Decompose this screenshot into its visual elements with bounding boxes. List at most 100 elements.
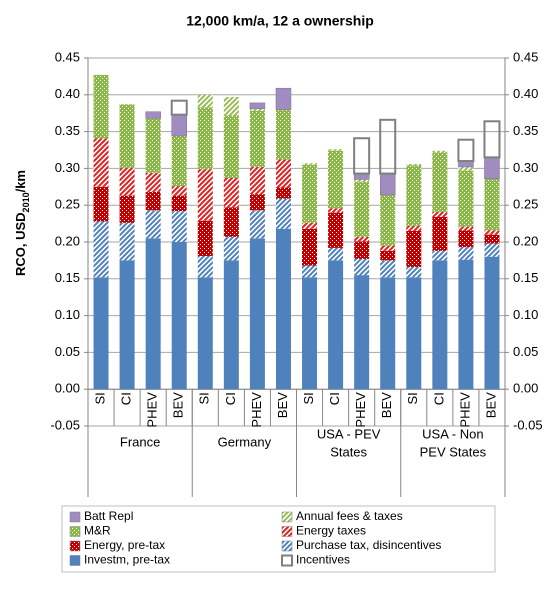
legend-swatch <box>281 554 293 567</box>
bar-segment <box>249 194 265 211</box>
y-tick-label: 0.15 <box>55 270 80 285</box>
bar-segment <box>223 260 239 390</box>
x-tick-label: CI <box>327 392 342 405</box>
bar-segment <box>354 181 370 237</box>
legend-swatch <box>281 540 293 552</box>
bar-segment <box>275 228 291 390</box>
bar-segment <box>223 177 239 208</box>
y-tick-label: 0.30 <box>55 160 80 175</box>
bar-segment <box>458 230 474 248</box>
bar-segment <box>328 247 344 261</box>
y2-tick-label: 0.45 <box>513 49 538 64</box>
bar-segment <box>275 87 292 110</box>
bar-segment <box>328 149 344 151</box>
bar-segment <box>275 109 291 160</box>
x-tick-label: PHEV <box>249 392 264 428</box>
y2-tick-label: 0.35 <box>513 123 538 138</box>
bar-segment <box>379 173 396 196</box>
bar-segment <box>484 230 500 235</box>
y-tick-label: 0.00 <box>55 381 80 396</box>
legend-swatch <box>281 526 293 537</box>
y2-tick-label: 0.30 <box>513 160 538 175</box>
bar-segment <box>119 167 135 196</box>
bar-segment <box>380 260 396 278</box>
bar-segment <box>145 191 161 211</box>
x-tick-label: BEV <box>379 392 394 418</box>
bar-segment <box>197 94 213 108</box>
bar-segment <box>197 220 213 256</box>
bar-segment <box>302 277 318 390</box>
y2-tick-label: 0.00 <box>513 381 538 396</box>
legend-swatch <box>69 511 81 523</box>
x-tick-label: BEV <box>275 392 290 418</box>
bar-segment <box>458 170 474 227</box>
bar-segment <box>171 186 187 196</box>
bar-segment <box>197 255 213 278</box>
y2-tick-label: 0.15 <box>513 270 538 285</box>
y-tick-label: 0.25 <box>55 197 80 212</box>
bar-segment <box>223 236 239 261</box>
y-tick-label: 0.10 <box>55 307 80 322</box>
bar-segment <box>119 104 135 168</box>
legend-label: Energy taxes <box>296 524 366 538</box>
bar-segment <box>354 179 370 182</box>
bar-segment <box>249 238 265 390</box>
group-label: Germany <box>218 434 272 449</box>
x-tick-label: CI <box>431 392 446 405</box>
bar-segment <box>483 120 501 159</box>
x-tick-label: CI <box>223 392 238 405</box>
bar-segment <box>171 136 187 187</box>
y-label-part: /km <box>13 170 28 192</box>
bar-segment <box>380 194 396 246</box>
bar-segment <box>197 107 213 170</box>
legend-label: Batt Repl <box>84 509 133 523</box>
bar-segment <box>249 166 265 195</box>
bar-segment <box>145 111 161 119</box>
y2-tick-label: 0.05 <box>513 344 538 359</box>
group-label: USA - PEV <box>317 426 381 441</box>
group-label: USA - Non <box>422 426 483 441</box>
bar-segment <box>145 118 161 173</box>
bar-segment <box>406 230 422 268</box>
bar-segment <box>406 267 422 278</box>
bar-segment <box>145 238 161 390</box>
bar-segment <box>171 211 187 242</box>
legend-swatch <box>69 540 81 552</box>
bar-segment <box>145 210 161 239</box>
legend-label: M&R <box>84 524 111 538</box>
bar-segment <box>223 207 239 237</box>
bar-segment <box>458 259 474 390</box>
bar-segment <box>380 245 396 251</box>
legend-box <box>61 505 496 573</box>
x-tick-label: CI <box>119 392 134 405</box>
legend-label: Purchase tax, disincentives <box>296 538 441 552</box>
x-tick-label: BEV <box>171 392 186 418</box>
bar-segment <box>249 210 265 239</box>
bar-segment <box>302 163 318 165</box>
y-tick-label: 0.40 <box>55 86 80 101</box>
x-tick-label: SI <box>92 392 107 404</box>
bar-segment <box>170 99 188 116</box>
bar-segment <box>484 178 500 231</box>
bar-segment <box>484 256 500 390</box>
bar-segment <box>354 258 370 276</box>
bar-segment <box>406 277 422 390</box>
bar-segment <box>353 137 371 175</box>
group-label: States <box>330 444 367 459</box>
y2-tick-label: 0.20 <box>513 233 538 248</box>
x-tick-label: PHEV <box>145 392 160 428</box>
bar-segment <box>171 114 187 137</box>
group-label: PEV States <box>420 444 487 459</box>
legend-label: Energy, pre-tax <box>84 538 165 552</box>
x-tick-label: SI <box>405 392 420 404</box>
y2-tick-label: -0.05 <box>513 417 543 432</box>
bar-segment <box>275 159 291 188</box>
y-tick-label: -0.05 <box>50 417 80 432</box>
bar-segment <box>249 108 265 111</box>
y-label-sub: 2010 <box>21 192 31 212</box>
bar-segment <box>406 163 422 166</box>
group-label: France <box>120 434 160 449</box>
bar-segment <box>380 250 396 261</box>
bar-segment <box>93 221 109 278</box>
y-label-part: RCO, USD <box>13 212 28 276</box>
